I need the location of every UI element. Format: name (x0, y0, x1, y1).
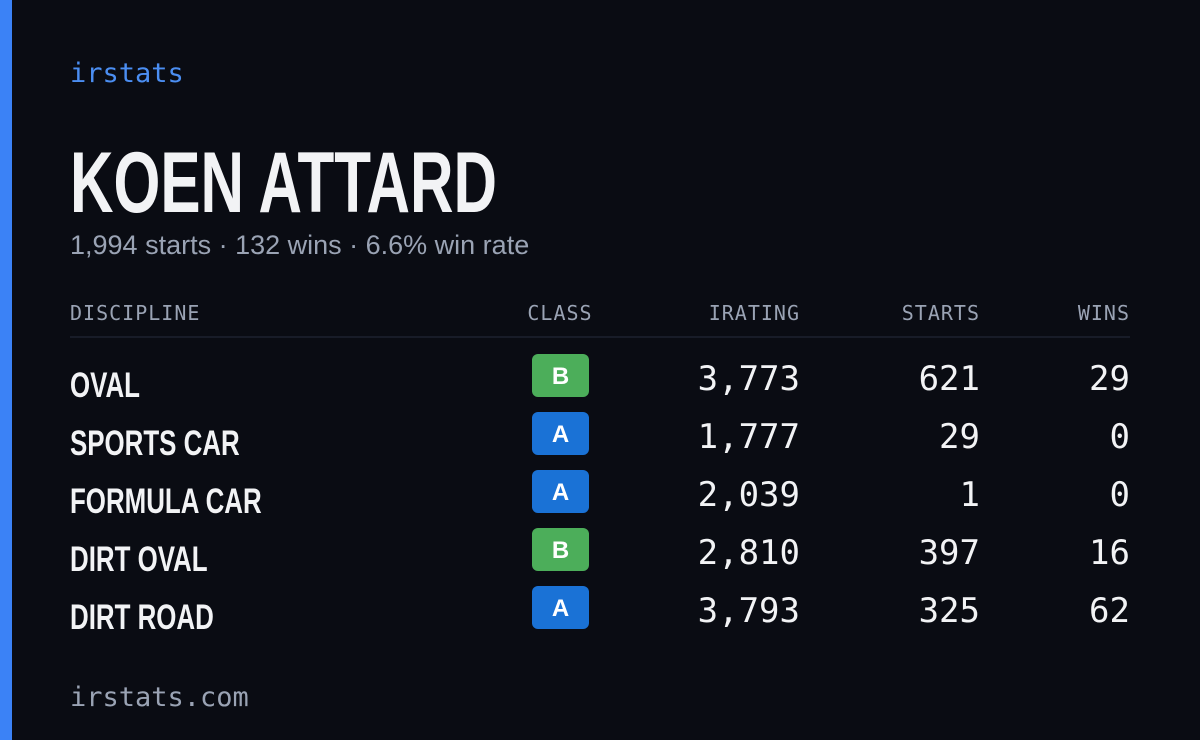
irating: 2,810 (698, 533, 800, 573)
table-row: FORMULA CAR A 2,039 1 0 (70, 470, 1130, 521)
starts: 29 (939, 417, 980, 457)
class-letter: A (552, 479, 569, 506)
starts: 325 (919, 591, 980, 631)
table-row: OVAL B 3,773 621 29 (70, 354, 1130, 405)
discipline: DIRT OVAL (70, 539, 208, 579)
header-cell: WINS (1078, 301, 1130, 325)
class-letter: B (552, 537, 569, 564)
class-letter: A (552, 421, 569, 448)
class-badge (532, 528, 589, 571)
discipline: FORMULA CAR (70, 481, 262, 521)
discipline-wrap: FORMULA CAR (70, 481, 262, 521)
brand: irstats (70, 58, 184, 89)
wins: 0 (1110, 475, 1130, 515)
starts: 397 (919, 533, 980, 573)
header-cell: DISCIPLINE (70, 301, 200, 325)
driver-name: KOEN ATTARD (70, 135, 497, 231)
class-letter: B (552, 363, 569, 390)
discipline: SPORTS CAR (70, 423, 240, 463)
discipline-wrap: DIRT ROAD (70, 597, 214, 637)
wins: 29 (1089, 359, 1130, 399)
class-letter: A (552, 595, 569, 622)
starts: 621 (919, 359, 980, 399)
discipline-wrap: OVAL (70, 365, 140, 405)
table-row: DIRT ROAD A 3,793 325 62 (70, 586, 1130, 637)
discipline: DIRT ROAD (70, 597, 214, 637)
wins: 62 (1089, 591, 1130, 631)
starts: 1 (960, 475, 980, 515)
stats-table: DISCIPLINE CLASS IRATING STARTS WINS OVA… (70, 301, 1130, 637)
wins: 16 (1089, 533, 1130, 573)
class-badge (532, 412, 589, 455)
discipline-wrap: SPORTS CAR (70, 423, 240, 463)
irating: 3,773 (698, 359, 800, 399)
table-row: DIRT OVAL B 2,810 397 16 (70, 528, 1130, 579)
discipline: OVAL (70, 365, 140, 405)
driver-summary: 1,994 starts · 132 wins · 6.6% win rate (70, 230, 529, 260)
header-cell: STARTS (902, 301, 980, 325)
table-row: SPORTS CAR A 1,777 29 0 (70, 412, 1130, 463)
irating: 3,793 (698, 591, 800, 631)
irating: 2,039 (698, 475, 800, 515)
footer: irstats.com (70, 682, 249, 713)
class-badge (532, 354, 589, 397)
class-badge (532, 586, 589, 629)
header-cell: CLASS (527, 301, 592, 325)
header-cell: IRATING (709, 301, 800, 325)
class-badge (532, 470, 589, 513)
accent-stripe (0, 0, 12, 740)
discipline-wrap: DIRT OVAL (70, 539, 208, 579)
irating: 1,777 (698, 417, 800, 457)
wins: 0 (1110, 417, 1130, 457)
